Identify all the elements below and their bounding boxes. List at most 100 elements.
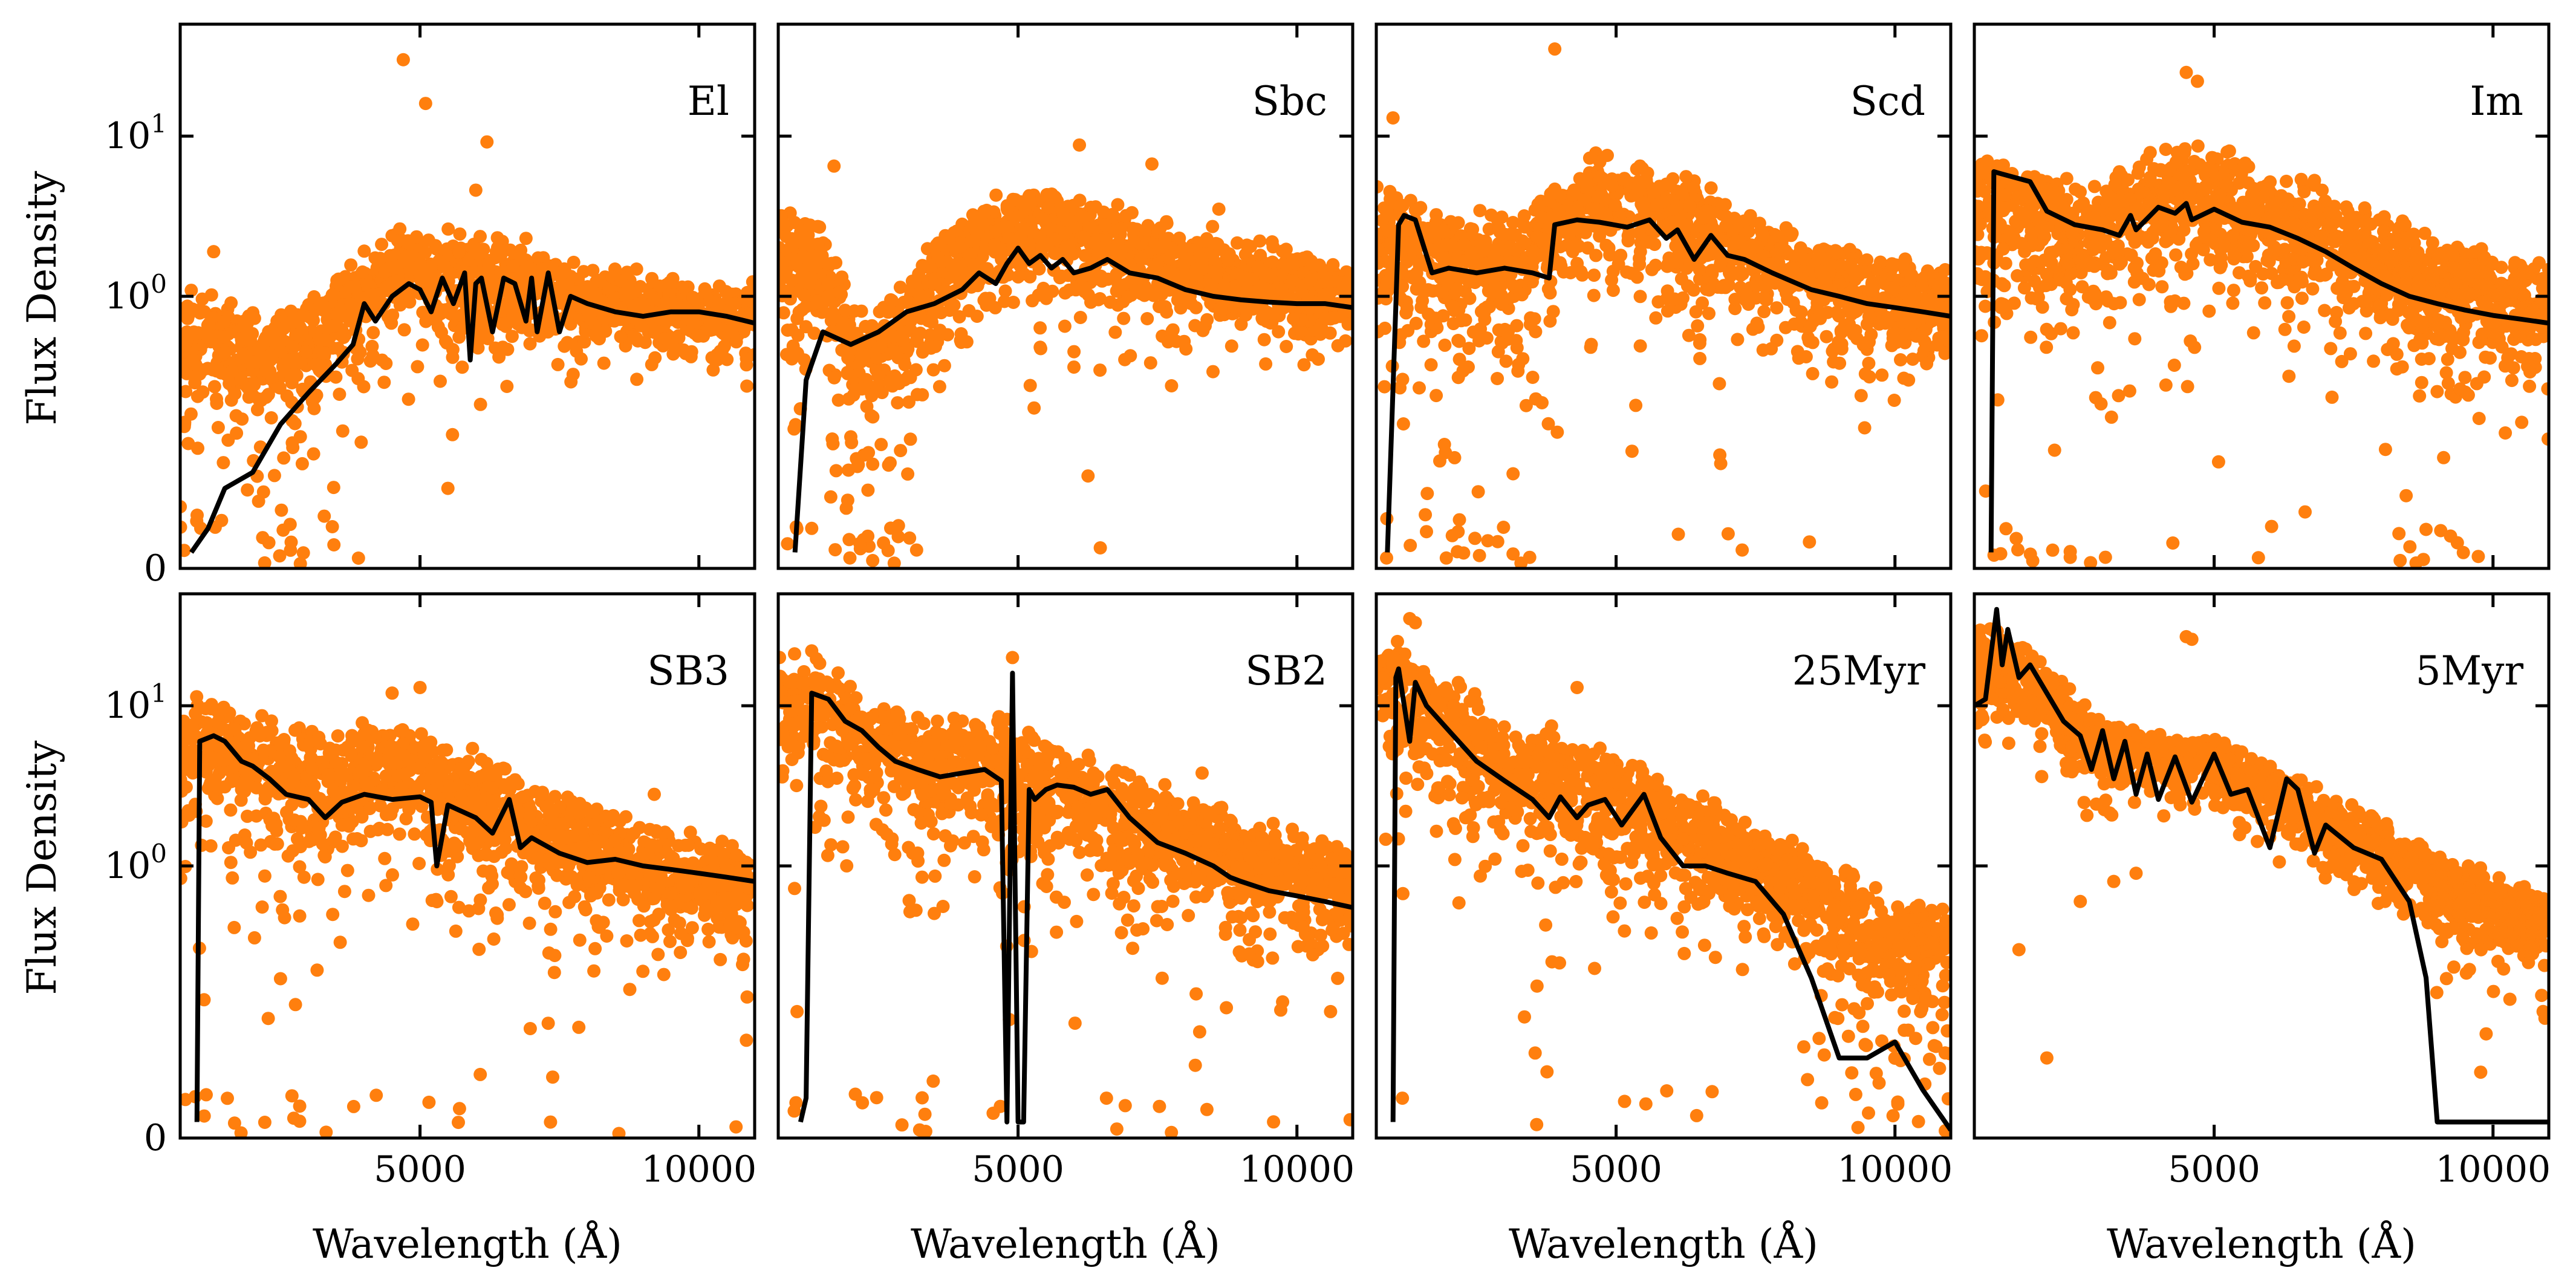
data-point (614, 330, 628, 343)
data-point (1419, 508, 1433, 522)
data-point (824, 490, 838, 504)
data-point (2159, 143, 2173, 156)
data-point (1920, 357, 1934, 371)
data-point (1906, 353, 1920, 366)
data-point (874, 340, 888, 354)
data-point (1633, 290, 1647, 304)
data-point (1420, 525, 1433, 539)
data-point (1396, 279, 1410, 293)
data-point (828, 543, 842, 557)
data-point (329, 370, 343, 384)
data-point (234, 372, 248, 386)
data-point (1060, 213, 1074, 227)
data-point (829, 464, 843, 478)
data-point (978, 291, 992, 305)
data-point (866, 554, 880, 567)
data-point (263, 365, 277, 378)
data-point (230, 426, 244, 440)
data-point (1506, 216, 1520, 229)
data-point (1093, 541, 1107, 555)
data-point (1798, 253, 1812, 267)
data-point (825, 306, 839, 319)
data-point (1452, 353, 1466, 366)
data-point (1564, 266, 1578, 279)
data-point-outlier (1548, 42, 1562, 56)
data-point (914, 311, 928, 325)
data-point (1313, 258, 1326, 272)
data-point (2430, 385, 2444, 398)
data-point (1717, 279, 1731, 293)
data-point (1438, 338, 1452, 352)
data-point (1033, 230, 1047, 244)
data-point (2359, 327, 2373, 340)
data-point (2523, 379, 2537, 393)
data-point (1674, 272, 1688, 286)
data-point (2265, 519, 2278, 533)
data-point (1173, 231, 1186, 245)
data-point (1452, 513, 1466, 527)
data-point (1058, 227, 1072, 241)
data-point (1506, 467, 1520, 481)
data-point (968, 213, 981, 227)
data-point (781, 324, 795, 337)
data-point (417, 270, 431, 284)
data-point (1034, 342, 1047, 356)
data-point (1820, 330, 1833, 343)
data-point (1603, 248, 1617, 262)
data-point (1737, 214, 1751, 228)
data-point (2122, 384, 2136, 398)
data-point (375, 353, 389, 367)
data-point (1206, 220, 1220, 233)
data-point (845, 435, 859, 449)
plot-area (1974, 65, 2549, 568)
data-point (1457, 237, 1471, 251)
data-point-outlier (1145, 157, 1159, 171)
data-point (842, 533, 856, 547)
plot-area (778, 138, 1353, 568)
data-point (1506, 547, 1520, 561)
data-point (648, 351, 662, 365)
data-point (1902, 373, 1916, 387)
data-point (246, 355, 260, 369)
data-point (874, 438, 888, 452)
data-point (1073, 194, 1087, 207)
data-point (2355, 294, 2369, 308)
data-point (842, 319, 856, 333)
data-point (1429, 389, 1443, 403)
data-point (866, 457, 880, 471)
data-point (1932, 283, 1946, 296)
data-point (706, 363, 720, 377)
data-point (851, 458, 865, 472)
data-point (235, 412, 249, 426)
data-point (919, 341, 932, 355)
panel-im: Im (1973, 22, 2551, 570)
data-point (382, 279, 395, 293)
data-point (1979, 299, 1992, 313)
data-point (344, 297, 358, 311)
data-point (1093, 363, 1107, 377)
data-point (1875, 368, 1889, 382)
data-point (1424, 358, 1438, 372)
data-point (1537, 247, 1550, 260)
data-point (381, 310, 395, 324)
data-point (1151, 257, 1165, 271)
data-point (2392, 527, 2406, 541)
data-point (1721, 527, 1735, 541)
data-point (1117, 311, 1131, 325)
data-point (1297, 358, 1311, 372)
data-point (1450, 282, 1464, 296)
model-spectrum-line (1385, 213, 1951, 553)
data-point (356, 265, 369, 279)
data-point (2046, 543, 2060, 557)
data-point (1240, 238, 1254, 252)
data-point (866, 410, 880, 424)
data-point (1770, 301, 1784, 315)
data-point (1200, 313, 1214, 327)
data-point (1719, 209, 1733, 223)
data-point (628, 286, 641, 300)
data-point (745, 294, 755, 308)
data-point (1491, 345, 1505, 359)
data-point (1934, 272, 1948, 285)
data-point (1279, 242, 1293, 256)
data-point (790, 253, 804, 267)
